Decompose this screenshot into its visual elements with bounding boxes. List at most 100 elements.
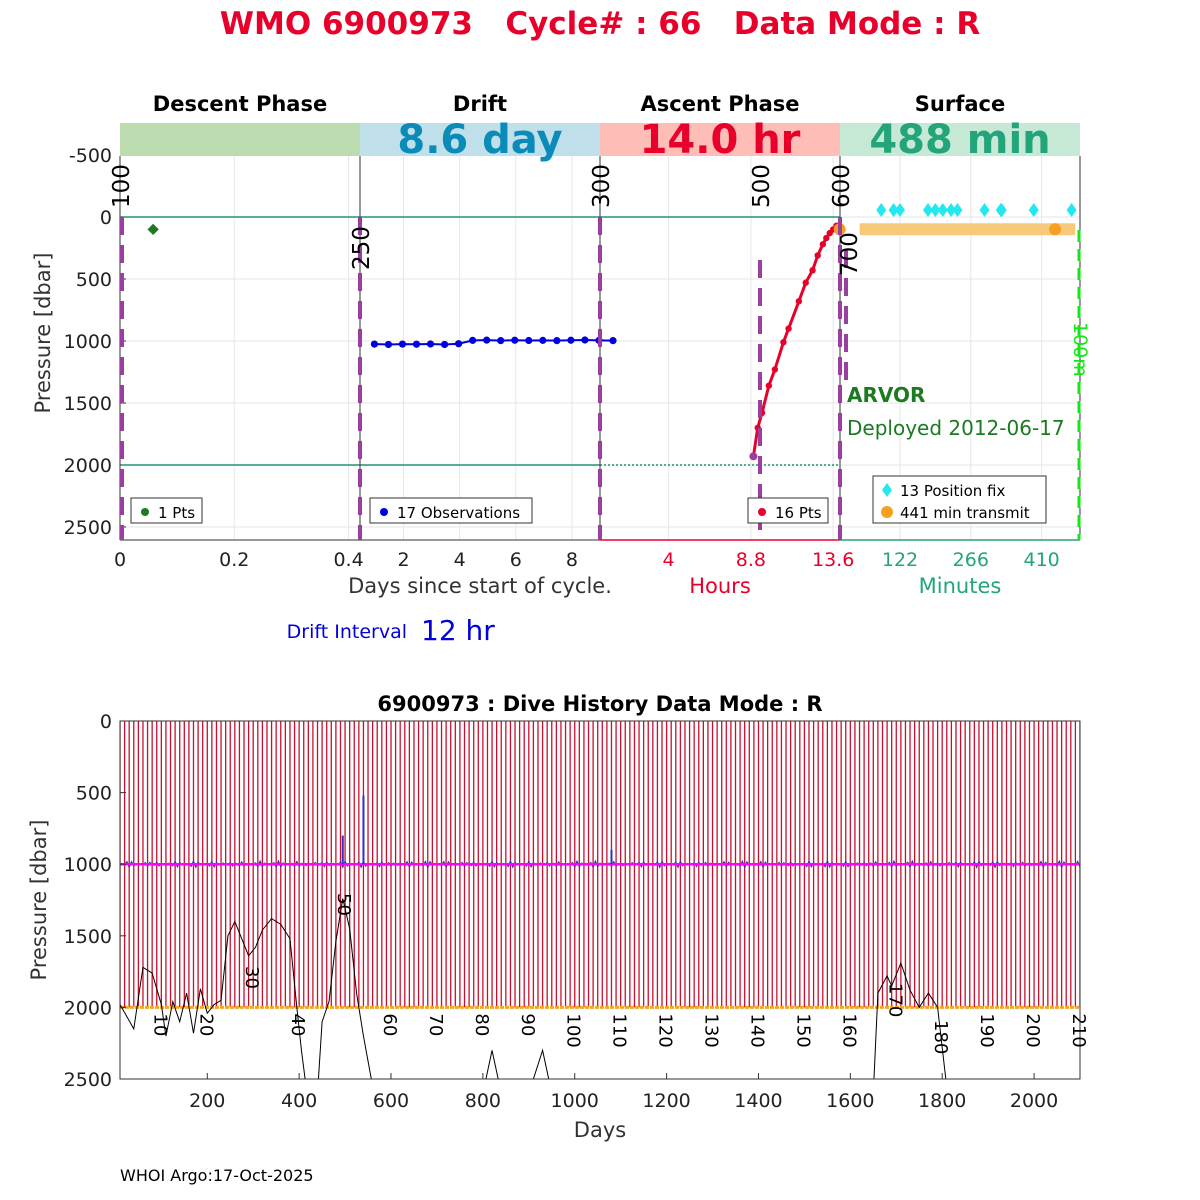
- x-tick-label-surface: 122: [882, 549, 918, 571]
- ascent-point: [814, 252, 821, 259]
- x-tick-label-drift: 8: [566, 549, 578, 571]
- position-fix-marker: [1028, 203, 1039, 217]
- y-tick-label: 0: [100, 711, 112, 733]
- dive-history-chart: 6900973 : Dive History Data Mode : R 0 500…: [27, 692, 1089, 1142]
- drift-point: [469, 336, 477, 344]
- legend-label: 441 min transmit: [900, 504, 1030, 522]
- x-tick-label-descent: 0: [114, 549, 126, 571]
- drift-point: [412, 340, 421, 348]
- y-tick-label: 0: [100, 207, 112, 229]
- position-fix-marker: [922, 203, 933, 217]
- x-tick-label-ascent: 4: [663, 549, 675, 571]
- y-tick-label: 500: [76, 783, 112, 805]
- y-tick-label: 1500: [64, 926, 112, 948]
- legend-marker: [380, 508, 388, 516]
- drift-point: [398, 340, 407, 348]
- ascent-point: [809, 267, 816, 274]
- drift-interval-value: 12 hr: [421, 614, 495, 647]
- page-title: WMO 6900973 Cycle# : 66 Data Mode : R: [220, 6, 981, 42]
- legend-marker: [758, 508, 766, 516]
- cycle-label: 180: [930, 1020, 951, 1054]
- float-type: ARVOR: [847, 383, 925, 407]
- x-tick-label: 400: [281, 1090, 317, 1112]
- vertical-marker-label: 300: [589, 164, 615, 208]
- cycle-label: 90: [517, 1013, 538, 1036]
- vertical-marker-label: 600: [829, 164, 855, 208]
- footer-credit: WHOI Argo:17-Oct-2025: [120, 1166, 314, 1185]
- dive-history-title: 6900973 : Dive History Data Mode : R: [377, 692, 822, 716]
- phase-bar-ascent: [600, 123, 840, 156]
- drift-point: [539, 336, 547, 344]
- drift-interval-label: Drift Interval: [287, 621, 407, 643]
- cycle-label: 200: [1022, 1013, 1043, 1047]
- x-tick-label: 600: [373, 1090, 409, 1112]
- drift-point: [497, 337, 505, 345]
- drift-point: [511, 336, 519, 344]
- x-tick-label-drift: 2: [397, 549, 409, 571]
- cycle-label: 150: [792, 1013, 813, 1047]
- phase-duration-ascent: 14.0 hr: [640, 117, 801, 163]
- cycle-label: 130: [701, 1013, 722, 1047]
- x-axis-label-minutes: Minutes: [919, 574, 1002, 598]
- ascent-point: [771, 366, 779, 373]
- descent-point: [147, 223, 159, 236]
- legend-box: [369, 497, 533, 524]
- phase-bar-surface: [840, 123, 1080, 156]
- ascent-point: [765, 382, 773, 389]
- cycle-label: 20: [195, 1013, 216, 1036]
- x-tick-label-surface: 266: [953, 549, 989, 571]
- x-axis-label: Days: [574, 1118, 626, 1142]
- drift-point: [609, 337, 617, 345]
- dive-history-plot-area: [120, 721, 1080, 1079]
- drift-point: [370, 340, 379, 348]
- ascent-point: [785, 325, 792, 332]
- position-fix-marker: [946, 203, 957, 217]
- y-tick-label: 2000: [64, 997, 112, 1019]
- legend-marker: [882, 483, 892, 497]
- x-tick-label: 2000: [1010, 1090, 1058, 1112]
- position-fix-marker: [979, 203, 990, 217]
- legend-box: [872, 475, 1047, 524]
- drift-point: [567, 336, 575, 344]
- y-tick-label: 1000: [64, 331, 112, 353]
- y-tick-label: -500: [69, 145, 112, 167]
- surface-end-label: 100m: [1069, 322, 1091, 377]
- ascent-point: [819, 241, 827, 248]
- cycle-label: 170: [884, 983, 905, 1017]
- y-tick-label: 1000: [64, 854, 112, 876]
- cycle-label: 160: [838, 1013, 859, 1047]
- position-fix-marker: [888, 203, 899, 217]
- position-fix-marker: [996, 203, 1007, 217]
- phase-bar-drift: [360, 123, 600, 156]
- vertical-marker-label: 250: [349, 226, 375, 270]
- x-tick-label-drift: 4: [454, 549, 466, 571]
- ascent-point: [795, 298, 803, 305]
- phase-header-ascent: Ascent Phase: [641, 92, 800, 116]
- drift-point: [553, 337, 561, 345]
- deployment-date: Deployed 2012-06-17: [847, 416, 1065, 440]
- phase-duration-drift: 8.6 day: [397, 117, 562, 163]
- cycle-label: 50: [333, 893, 354, 916]
- phase-duration-surface: 488 min: [869, 117, 1050, 163]
- position-fix-marker: [952, 203, 963, 217]
- x-tick-label-surface: 410: [1024, 549, 1060, 571]
- phase-bar-descent: [120, 123, 360, 156]
- x-tick-label-ascent: 13.6: [812, 549, 854, 571]
- x-tick-label-ascent: 8.8: [736, 549, 766, 571]
- bottom-depth-trace: [120, 898, 947, 1079]
- x-tick-label: 1000: [551, 1090, 599, 1112]
- cycle-label: 70: [425, 1013, 446, 1036]
- phase-header-descent: Descent Phase: [153, 92, 327, 116]
- legend-marker: [881, 506, 893, 518]
- x-tick-label-descent: 0.2: [219, 549, 249, 571]
- legend-label: 13 Position fix: [900, 482, 1005, 500]
- x-axis-label-days: Days since start of cycle.: [348, 574, 612, 598]
- x-tick-label: 1200: [642, 1090, 690, 1112]
- vertical-marker-label: 700: [837, 232, 863, 276]
- cycle-label: 10: [149, 1013, 170, 1036]
- position-fix-marker: [1066, 203, 1077, 217]
- x-tick-label: 800: [465, 1090, 501, 1112]
- drift-point: [455, 340, 463, 348]
